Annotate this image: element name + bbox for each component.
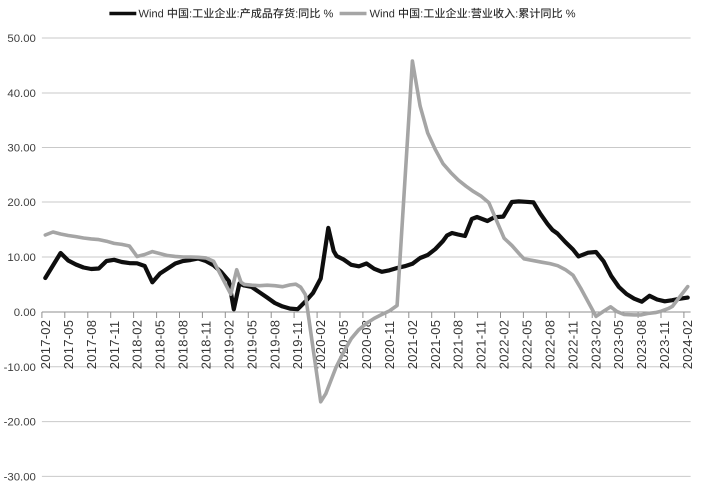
svg-text:-10.00: -10.00 (4, 362, 36, 374)
svg-text:2019-02: 2019-02 (221, 320, 236, 369)
svg-text:2023-05: 2023-05 (611, 320, 626, 369)
svg-text:2019-05: 2019-05 (244, 320, 259, 369)
svg-text:2019-08: 2019-08 (267, 320, 282, 369)
svg-text:2017-05: 2017-05 (61, 320, 76, 369)
svg-text:10.00: 10.00 (7, 252, 36, 264)
svg-text:2020-11: 2020-11 (382, 321, 397, 370)
svg-text:50.00: 50.00 (7, 33, 36, 45)
svg-text:2023-08: 2023-08 (634, 320, 649, 369)
svg-text:40.00: 40.00 (7, 88, 36, 100)
svg-text:2022-05: 2022-05 (520, 320, 535, 369)
svg-text:2017-02: 2017-02 (38, 320, 53, 369)
svg-text:-30.00: -30.00 (4, 471, 36, 483)
svg-text:2022-11: 2022-11 (565, 321, 580, 370)
svg-text:30.00: 30.00 (7, 143, 36, 155)
svg-text:2018-05: 2018-05 (153, 320, 168, 369)
svg-text:2023-11: 2023-11 (657, 321, 672, 370)
svg-text:2020-02: 2020-02 (313, 320, 328, 369)
svg-text:2018-11: 2018-11 (199, 321, 214, 370)
svg-text:2021-05: 2021-05 (428, 320, 443, 369)
svg-text:-20.00: -20.00 (4, 417, 36, 429)
svg-text:2022-08: 2022-08 (543, 320, 558, 369)
svg-text:2023-02: 2023-02 (588, 320, 603, 369)
svg-text:2022-02: 2022-02 (497, 320, 512, 369)
svg-text:2018-02: 2018-02 (130, 320, 145, 369)
svg-text:20.00: 20.00 (7, 197, 36, 209)
svg-text:2018-08: 2018-08 (176, 320, 191, 369)
svg-text:2021-11: 2021-11 (474, 321, 489, 370)
svg-text:2021-08: 2021-08 (451, 320, 466, 369)
svg-text:2020-08: 2020-08 (359, 320, 374, 369)
svg-text:2017-11: 2017-11 (107, 321, 122, 370)
svg-text:2017-08: 2017-08 (84, 320, 99, 369)
svg-text:2024-02: 2024-02 (680, 320, 695, 369)
svg-text:2021-02: 2021-02 (405, 320, 420, 369)
svg-text:0.00: 0.00 (14, 307, 36, 319)
svg-text:2019-11: 2019-11 (290, 321, 305, 370)
